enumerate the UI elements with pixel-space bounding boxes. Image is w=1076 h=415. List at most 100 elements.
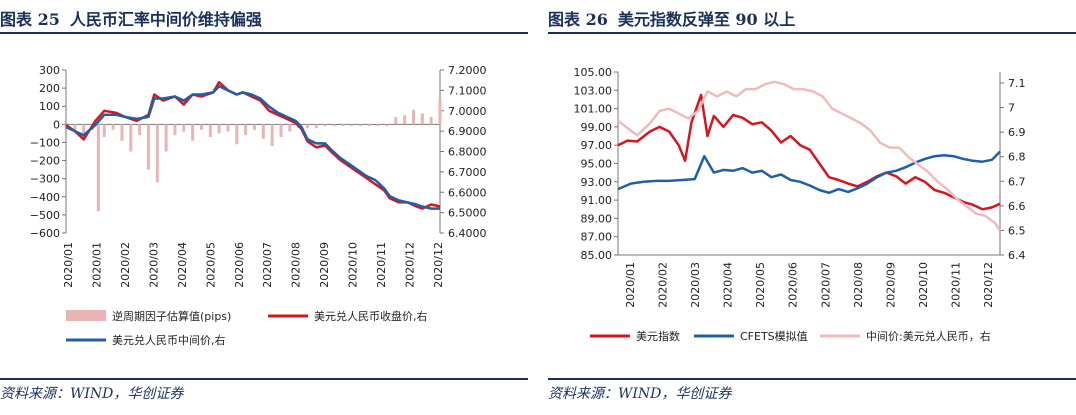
y-right-tick-label: 7.1 [1008, 77, 1026, 90]
y-left-tick-label: 200 [39, 82, 60, 95]
x-tick-label: 2020/11 [375, 242, 388, 288]
x-tick-label: 2020/09 [318, 242, 331, 288]
x-tick-label: 2020/06 [233, 242, 246, 288]
bar-mark [270, 124, 274, 147]
bar-mark [73, 124, 77, 132]
x-tick-label: 2020/12 [432, 242, 445, 288]
bar-mark [217, 124, 221, 134]
top-rule [548, 32, 1076, 34]
y-left-tick-label: 105.00 [574, 66, 613, 79]
legend-swatch [66, 310, 106, 321]
bar-mark [403, 115, 407, 125]
x-tick-label: 2020/08 [290, 242, 303, 288]
y-right-tick-label: 6.9000 [448, 125, 487, 138]
y-right-tick-label: 6.8 [1008, 151, 1026, 164]
legend-label: 美元兑人民币中间价,右 [112, 333, 226, 347]
bar-mark [438, 98, 442, 125]
bar-mark [146, 124, 150, 170]
y-left-tick-label: 97.00 [581, 139, 613, 152]
chart-panel-right: 图表 26 美元指数反弹至 90 以上 105.00 103.00 101.00 99.… [548, 0, 1076, 415]
x-tick-label: 2020/05 [204, 242, 217, 288]
bar-mark [350, 124, 354, 127]
bar-mark [341, 124, 345, 127]
y-left-tick-label: 87.00 [581, 231, 613, 244]
bar-mark [420, 113, 424, 125]
bar-mark [82, 124, 86, 141]
bar-mark [358, 124, 362, 127]
x-tick-label: 2020/04 [176, 242, 189, 288]
x-tick-label: 2020/12 [982, 262, 995, 308]
y-right-tick-label: 7 [1008, 102, 1015, 115]
legend-label: CFETS模拟值 [740, 329, 808, 343]
figure-title: 美元指数反弹至 90 以上 [617, 10, 796, 29]
x-tick-label: 2020/08 [852, 262, 865, 308]
y-right-tick-label: 6.5 [1008, 224, 1026, 237]
legend-label: 中间价:美元兑人民币，右 [866, 329, 991, 343]
source-note: 资料来源：WIND，华创证券 [548, 386, 732, 402]
bar-mark [411, 109, 415, 125]
legend-label: 美元兑人民币收盘价,右 [314, 309, 428, 323]
y-right-tick-label: 6.6000 [448, 186, 487, 199]
bar-mark [385, 124, 389, 127]
bar-mark [244, 124, 248, 136]
dollar-index-chart: 105.00 103.00 101.00 99.00 97.00 95.00 93.00 91… [574, 66, 1026, 343]
bar-mark [279, 124, 283, 138]
x-tick-label: 2020/05 [754, 262, 767, 308]
figure-title: 人民币汇率中间价维持偏强 [69, 10, 262, 29]
y-left-tick-label: 91.00 [581, 194, 613, 207]
x-tick-label: 2020/07 [261, 242, 274, 288]
series-line-1 [617, 150, 1001, 195]
y-left-tick-label: 103.00 [574, 84, 613, 97]
bar-mark [199, 124, 203, 130]
bar-mark [96, 124, 100, 212]
fx-rate-chart: 300 200 100 0 −100 −200 −300 −400 −500 −600 7.2000… [30, 64, 487, 347]
x-tick-label: 2020/06 [787, 262, 800, 308]
y-left-tick-label: 89.00 [581, 212, 613, 225]
figure-number: 图表 26 [548, 10, 608, 29]
y-right-tick-label: 7.0000 [448, 105, 487, 118]
bar-mark [182, 124, 186, 132]
bar-mark [332, 124, 336, 127]
y-right-tick-label: 6.7000 [448, 166, 487, 179]
x-tick-label: 2020/02 [657, 262, 670, 308]
chart-panel-left: 图表 25 人民币汇率中间价维持偏强 300 200 100 0 −100 −200 −300… [0, 0, 528, 415]
x-tick-label: 2020/09 [884, 262, 897, 308]
y-right-tick-label: 6.9 [1008, 126, 1026, 139]
bar-mark [367, 124, 371, 127]
y-left-tick-label: −400 [30, 191, 60, 204]
y-left-tick-label: −600 [30, 227, 60, 240]
bar-mark [323, 124, 327, 127]
chart-title: 图表 25 人民币汇率中间价维持偏强 [0, 6, 272, 30]
bar-mark [111, 124, 115, 130]
bar-mark [226, 124, 230, 132]
bar-mark [288, 124, 292, 132]
bar-mark [191, 124, 195, 141]
y-left-tick-label: −300 [30, 173, 60, 186]
bar-mark [305, 124, 309, 128]
source-note: 资料来源：WIND，华创证券 [0, 386, 184, 402]
bar-mark [129, 124, 133, 152]
y-right-tick-label: 6.8000 [448, 146, 487, 159]
y-left-tick-label: 0 [53, 118, 60, 131]
series-line-2 [65, 85, 440, 210]
bar-mark [252, 124, 256, 130]
y-left-tick-label: −100 [30, 136, 60, 149]
y-left-tick-label: 95.00 [581, 158, 613, 171]
y-left-tick-label: 85.00 [581, 249, 613, 262]
top-rule [0, 32, 528, 34]
y-left-tick-label: −200 [30, 155, 60, 168]
bar-mark [394, 117, 398, 125]
x-tick-label: 2020/03 [689, 262, 702, 308]
y-left-tick-label: 100 [39, 100, 60, 113]
y-right-tick-label: 7.1000 [448, 84, 487, 97]
x-tick-label: 2020/01 [90, 242, 103, 288]
legend-label: 逆周期因子估算值(pips) [112, 309, 231, 323]
bottom-rule [548, 378, 1076, 380]
bar-mark [208, 124, 212, 138]
y-left-tick-label: 99.00 [581, 121, 613, 134]
y-left-tick-label: −500 [30, 209, 60, 222]
bar-mark [173, 124, 177, 136]
bar-mark [120, 124, 124, 141]
bar-mark [261, 124, 265, 139]
x-tick-label: 2020/11 [949, 262, 962, 308]
